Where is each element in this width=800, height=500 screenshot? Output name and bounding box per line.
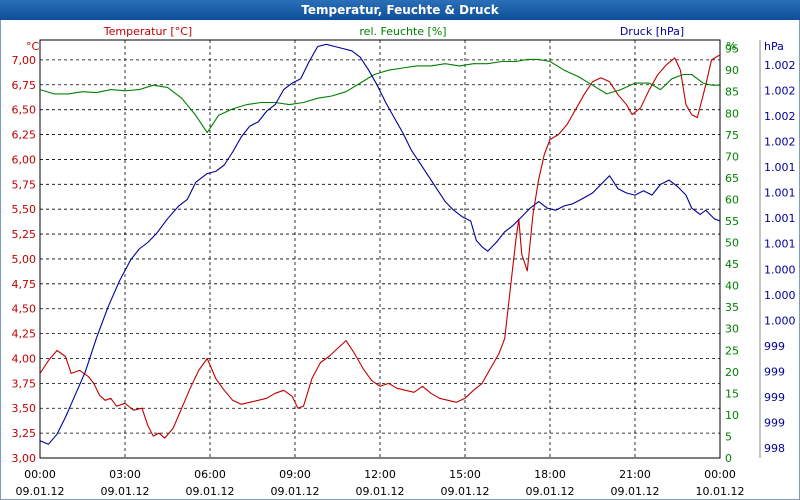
pressure-axis-label: Druck [hPa]	[620, 25, 684, 38]
temperature-tick-label: 5,50	[12, 203, 37, 216]
humidity-unit: %	[726, 40, 736, 53]
pressure-tick-label: 1.000	[764, 289, 796, 302]
temperature-axis: 3,00 3,25 3,50 3,75 4,00 4,25 4,50 4,75 5,00 5,25…	[12, 54, 37, 465]
x-tick-date: 09.01.12	[271, 485, 320, 498]
humidity-tick-label: 95	[725, 43, 739, 56]
pressure-tick-label: 1.002	[764, 85, 796, 98]
temperature-tick-label: 6,25	[12, 129, 37, 142]
temperature-tick-label: 3,25	[12, 427, 37, 440]
pressure-tick-label: 1.000	[764, 314, 796, 327]
temperature-tick-label: 4,25	[12, 328, 37, 341]
x-tick-time: 18:00	[534, 468, 566, 481]
chart-title: Temperatur, Feuchte & Druck	[0, 0, 800, 20]
humidity-tick-label: 45	[725, 258, 739, 271]
x-tick-date: 09.01.12	[441, 485, 490, 498]
pressure-tick-label: 998	[764, 442, 785, 455]
x-tick-date: 10.01.12	[696, 485, 745, 498]
x-tick-time: 21:00	[619, 468, 651, 481]
pressure-unit: hPa	[764, 40, 784, 53]
humidity-tick-label: 35	[725, 301, 739, 314]
temperature-unit: °C	[26, 40, 40, 53]
series-lines	[39, 43, 721, 445]
humidity-tick-label: 25	[725, 344, 739, 357]
pressure-tick-label: 1.001	[764, 161, 796, 174]
x-tick-time: 00:00	[704, 468, 736, 481]
temperature-tick-label: 4,00	[12, 352, 37, 365]
humidity-tick-label: 40	[725, 280, 739, 293]
x-tick-time: 15:00	[449, 468, 481, 481]
pressure-tick-label: 1.000	[764, 263, 796, 276]
humidity-tick-label: 5	[725, 430, 732, 443]
humidity-tick-label: 30	[725, 323, 739, 336]
x-tick-time: 09:00	[279, 468, 311, 481]
x-tick-date: 09.01.12	[611, 485, 660, 498]
temperature-tick-label: 5,75	[12, 178, 37, 191]
plot-area	[39, 39, 721, 459]
humidity-tick-label: 10	[725, 409, 739, 422]
series-line-pressure	[39, 43, 721, 445]
temperature-tick-label: 7,00	[12, 54, 37, 67]
temperature-tick-label: 3,75	[12, 377, 37, 390]
pressure-tick-label: 1.002	[764, 136, 796, 149]
humidity-tick-label: 0	[725, 452, 732, 465]
temperature-tick-label: 6,75	[12, 79, 37, 92]
humidity-tick-label: 90	[725, 64, 739, 77]
x-tick-time: 12:00	[364, 468, 396, 481]
temperature-tick-label: 4,75	[12, 278, 37, 291]
pressure-tick-label: 1.001	[764, 238, 796, 251]
humidity-tick-label: 70	[725, 150, 739, 163]
temperature-tick-label: 5,00	[12, 253, 37, 266]
x-tick-date: 09.01.12	[526, 485, 575, 498]
temperature-tick-label: 3,00	[12, 452, 37, 465]
temperature-tick-label: 4,50	[12, 303, 37, 316]
temperature-tick-label: 6,00	[12, 153, 37, 166]
pressure-tick-label: 999	[764, 365, 785, 378]
x-tick-date: 09.01.12	[356, 485, 405, 498]
x-tick-date: 09.01.12	[16, 485, 65, 498]
humidity-tick-label: 60	[725, 193, 739, 206]
humidity-tick-label: 75	[725, 129, 739, 142]
temperature-tick-label: 5,25	[12, 228, 37, 241]
pressure-tick-label: 1.002	[764, 59, 796, 72]
humidity-axis: 0 5 10 15 20 25 30 35 40 45 50 55 60 65 70 75 80 85 90 95	[725, 43, 739, 465]
pressure-axis: 998 999 999 999 999 1.000 1.000 1.000 1.001 1.001…	[759, 40, 796, 458]
humidity-tick-label: 15	[725, 387, 739, 400]
pressure-tick-label: 1.002	[764, 110, 796, 123]
humidity-tick-label: 80	[725, 107, 739, 120]
humidity-tick-label: 20	[725, 366, 739, 379]
x-tick-time: 03:00	[109, 468, 141, 481]
pressure-tick-label: 1.001	[764, 187, 796, 200]
x-tick-date: 09.01.12	[101, 485, 150, 498]
humidity-tick-label: 65	[725, 172, 739, 185]
pressure-tick-label: 999	[764, 416, 785, 429]
time-axis: 00:00 09.01.12 03:00 09.01.12 06:00 09.01.12 0…	[16, 468, 745, 498]
x-tick-time: 00:00	[24, 468, 56, 481]
x-tick-time: 06:00	[194, 468, 226, 481]
humidity-tick-label: 55	[725, 215, 739, 228]
pressure-tick-label: 999	[764, 391, 785, 404]
series-line-temperature	[39, 54, 721, 439]
temperature-tick-label: 3,50	[12, 402, 37, 415]
temperature-axis-label: Temperatur [°C]	[103, 25, 192, 38]
pressure-tick-label: 1.001	[764, 212, 796, 225]
x-tick-date: 09.01.12	[186, 485, 235, 498]
humidity-axis-label: rel. Feuchte [%]	[359, 25, 446, 38]
series-line-humidity	[39, 58, 720, 134]
humidity-tick-label: 50	[725, 237, 739, 250]
humidity-tick-label: 85	[725, 86, 739, 99]
pressure-tick-label: 999	[764, 340, 785, 353]
grid-lines	[40, 40, 720, 458]
temperature-tick-label: 6,50	[12, 104, 37, 117]
